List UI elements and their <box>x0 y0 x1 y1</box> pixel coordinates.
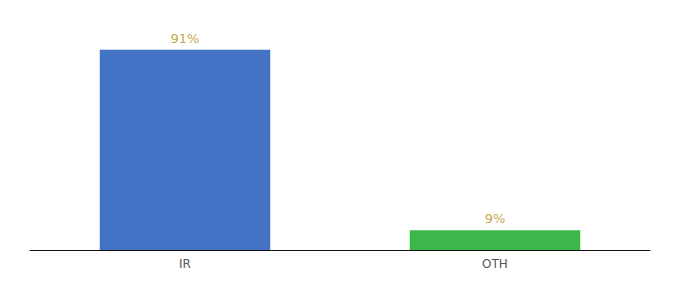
svg-text:91%: 91% <box>171 31 200 46</box>
svg-text:OTH: OTH <box>482 257 508 271</box>
svg-text:9%: 9% <box>485 211 506 226</box>
svg-text:IR: IR <box>179 257 191 271</box>
